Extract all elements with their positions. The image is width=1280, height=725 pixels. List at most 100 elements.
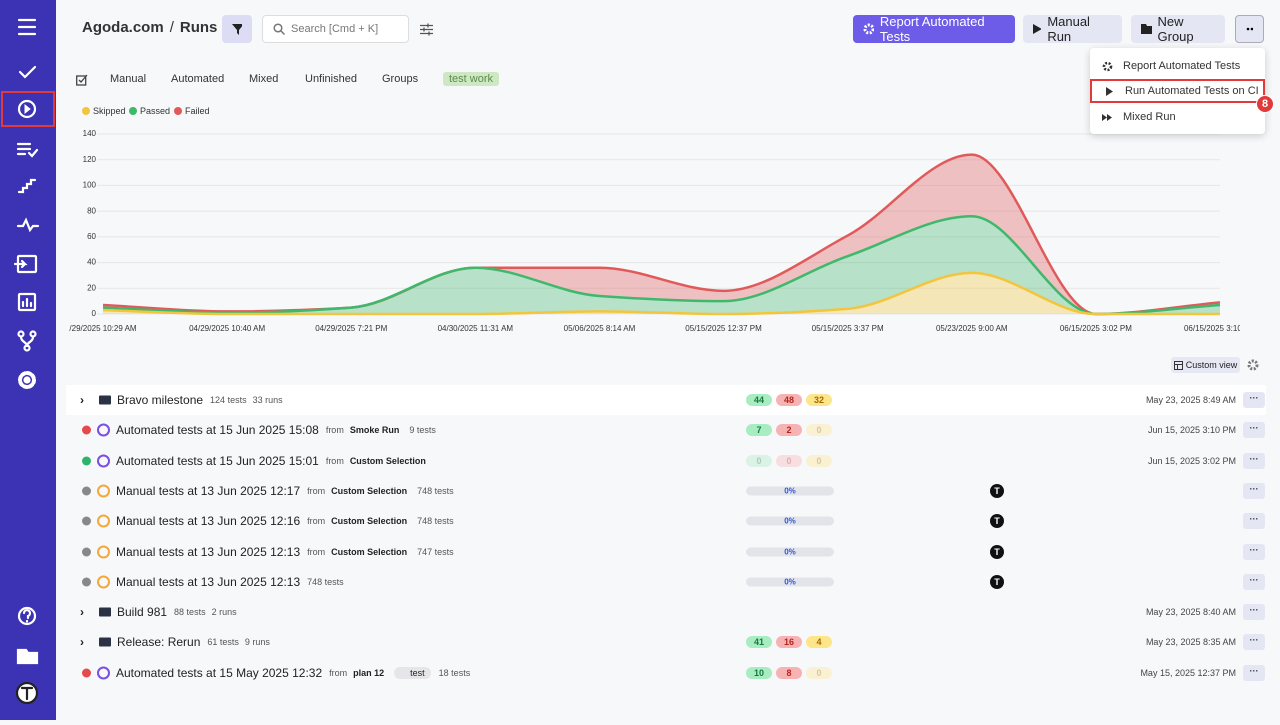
row-menu[interactable]: ··· (1243, 543, 1265, 560)
tests-count: 747 tests (417, 546, 454, 557)
run-title[interactable]: Manual tests at 13 Jun 2025 12:17 (116, 483, 301, 498)
run-title[interactable]: Manual tests at 13 Jun 2025 12:13 (116, 574, 301, 589)
x-tick-label: 05/15/2025 3:37 PM (812, 324, 884, 333)
crumb-separator: / (169, 19, 174, 36)
settings-icon[interactable] (420, 23, 433, 36)
chart: 0 20 40 60 80 100 120 140/29/2025 10:29 AM 04/29… (69, 129, 1240, 333)
run-row[interactable]: Manual tests at 13 Jun 2025 12:13 748 tes… (66, 567, 1266, 597)
type-icon (97, 545, 110, 558)
row-menu[interactable]: ··· (1243, 634, 1265, 651)
row-menu[interactable]: ··· (1243, 452, 1265, 469)
manual-run-button[interactable]: Manual Run (1023, 14, 1122, 44)
tab[interactable]: Unfinished (305, 73, 357, 85)
type-icon (97, 575, 110, 589)
run-title[interactable]: Release: Rerun (117, 635, 201, 650)
legend-label: Failed (185, 106, 210, 116)
legend-dot (82, 107, 90, 115)
legend-item: Skipped (82, 106, 126, 116)
search-box[interactable]: Search [Cmd + K] (262, 15, 409, 43)
x-tick-label: 05/15/2025 12:37 PM (685, 324, 762, 333)
run-row[interactable]: Manual tests at 13 Jun 2025 12:13 from Cus… (66, 537, 1266, 567)
menu-item[interactable]: Report Automated Tests (1090, 54, 1265, 78)
button-label: New Group (1157, 14, 1194, 44)
run-row[interactable]: Manual tests at 13 Jun 2025 12:17 from Cus… (66, 476, 1266, 506)
tab[interactable]: Groups (382, 73, 419, 85)
area (103, 272, 1220, 314)
button-label: Report Automated Tests (879, 14, 985, 44)
run-date: May 23, 2025 8:35 AM (1145, 637, 1236, 648)
status-dot (82, 577, 91, 587)
run-title[interactable]: Bravo milestone (117, 393, 204, 407)
fast-forward-icon (1102, 113, 1112, 121)
new-group-button[interactable]: New Group (1131, 14, 1225, 44)
progress-bar: 0% (746, 486, 834, 496)
run-row[interactable]: › Bravo milestone 124 tests 33 runs 44 48 32 Ma… (66, 385, 1266, 415)
skipped-badge: 0 (806, 424, 832, 437)
run-title[interactable]: Manual tests at 13 Jun 2025 12:16 (116, 514, 301, 529)
run-row[interactable]: Automated tests at 15 May 2025 12:32 from… (66, 658, 1266, 688)
gear-button[interactable] (1247, 359, 1259, 371)
crumb: Runs (179, 19, 218, 36)
row-menu[interactable]: ··· (1243, 664, 1265, 681)
runs-count: 9 runs (244, 637, 270, 648)
row-menu[interactable]: ··· (1243, 604, 1265, 621)
status-dot (82, 547, 91, 556)
x-tick-label: 06/15/2025 3:02 PM (1060, 324, 1132, 333)
dots-icon (1246, 27, 1253, 31)
run-title[interactable]: Build 981 (117, 605, 168, 620)
passed-badge: 7 (746, 424, 772, 437)
tab[interactable]: test work (443, 72, 500, 86)
menu-item[interactable]: Mixed Run (1090, 105, 1265, 129)
run-title[interactable]: Manual tests at 13 Jun 2025 12:13 (116, 544, 301, 559)
type-icon (97, 514, 110, 528)
row-menu[interactable]: ··· (1243, 482, 1265, 499)
passed-badge: 10 (746, 666, 772, 679)
row-menu[interactable]: ··· (1243, 422, 1265, 439)
run-row[interactable]: Automated tests at 15 Jun 2025 15:01 from… (66, 446, 1266, 476)
tests-count: 9 tests (409, 425, 436, 436)
status-dot (82, 668, 91, 678)
tab[interactable]: Automated (171, 73, 225, 85)
expand-icon[interactable]: › (80, 635, 84, 650)
progress-bar: 0% (746, 577, 834, 587)
runs-count: 2 runs (211, 607, 237, 618)
menu-item[interactable]: Run Automated Tests on CI (1090, 79, 1265, 103)
table-icon (1173, 360, 1183, 370)
run-row[interactable]: › Release: Rerun 61 tests 9 runs 41 16 4 May 23… (66, 627, 1266, 657)
step-badge: 8 (1256, 95, 1274, 113)
select-icon[interactable] (76, 74, 88, 86)
run-title[interactable]: Automated tests at 15 Jun 2025 15:01 (116, 453, 319, 468)
filter-button[interactable] (222, 15, 252, 43)
crumb[interactable]: Agoda.com (82, 19, 164, 36)
skipped-badge: 0 (806, 454, 832, 467)
custom-view-button[interactable]: Custom view (1171, 357, 1240, 373)
area (103, 154, 1220, 314)
x-tick-label: 06/15/2025 3:10 PM (1184, 324, 1240, 333)
tests-count: 748 tests (307, 576, 344, 587)
expand-icon[interactable]: › (80, 605, 84, 620)
play-icon (1033, 24, 1042, 34)
run-title[interactable]: Automated tests at 15 Jun 2025 15:08 (116, 423, 319, 438)
run-date: May 15, 2025 12:37 PM (1140, 667, 1236, 678)
x-tick-label: 05/06/2025 8:14 AM (564, 324, 636, 333)
skipped-badge: 32 (806, 394, 832, 406)
passed-badge: 44 (746, 394, 772, 406)
legend-label: Passed (140, 106, 171, 116)
expand-icon[interactable]: › (80, 393, 84, 407)
report-button[interactable]: Report Automated Tests (853, 14, 1015, 44)
run-row[interactable]: › Build 981 88 tests 2 runs May 23, 2025 8:4… (66, 597, 1266, 627)
more-button[interactable] (1235, 15, 1264, 43)
tests-count: 748 tests (417, 516, 454, 527)
tab[interactable]: Manual (110, 73, 147, 85)
avatar: T (990, 514, 1004, 529)
row-menu[interactable]: ··· (1243, 573, 1265, 590)
skipped-badge: 0 (806, 666, 832, 679)
run-row[interactable]: Automated tests at 15 Jun 2025 15:08 from… (66, 415, 1266, 445)
run-row[interactable]: Manual tests at 13 Jun 2025 12:16 from Cus… (66, 506, 1266, 536)
tab[interactable]: Mixed (249, 73, 279, 85)
avatar: T (990, 574, 1004, 589)
run-title[interactable]: Automated tests at 15 May 2025 12:32 (116, 665, 323, 680)
row-menu[interactable]: ··· (1243, 513, 1265, 530)
row-menu[interactable]: ··· (1243, 392, 1265, 408)
failed-badge: 0 (776, 454, 802, 467)
